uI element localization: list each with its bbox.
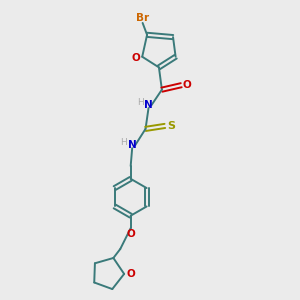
Text: H: H <box>137 98 144 107</box>
Text: O: O <box>126 269 135 279</box>
Text: O: O <box>132 53 141 63</box>
Text: N: N <box>128 140 136 150</box>
Text: Br: Br <box>136 14 149 23</box>
Text: H: H <box>121 138 127 147</box>
Text: O: O <box>126 229 135 239</box>
Text: S: S <box>167 121 175 131</box>
Text: O: O <box>183 80 191 90</box>
Text: N: N <box>144 100 153 110</box>
